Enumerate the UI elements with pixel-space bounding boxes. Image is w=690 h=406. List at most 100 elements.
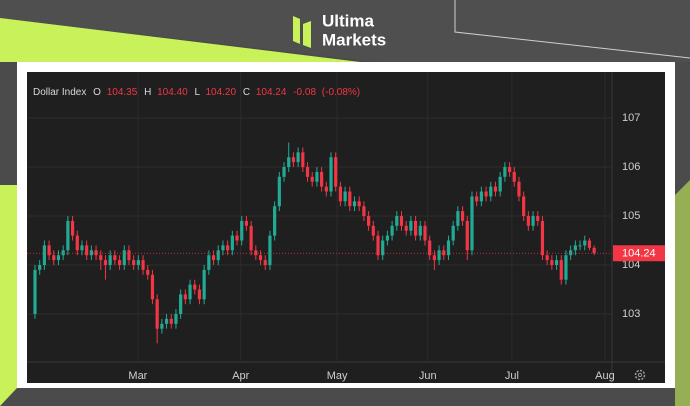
candle-body — [418, 225, 422, 236]
background-top — [0, 0, 690, 62]
gear-hub[interactable] — [637, 372, 643, 378]
candle-body — [108, 255, 112, 266]
candle-body — [554, 260, 559, 266]
candle-body — [381, 240, 385, 256]
candle-body — [564, 255, 568, 280]
candle-body — [160, 323, 164, 329]
settings-icon[interactable] — [634, 369, 646, 381]
candle-body — [371, 225, 375, 236]
candle-body — [226, 245, 230, 251]
candle-body — [569, 250, 573, 256]
candle-body — [545, 255, 549, 261]
plot: 103 104 105 106 107 Mar Apr May Jun Jul Aug 104.24 — [27, 72, 665, 382]
candle-body — [56, 255, 61, 261]
candle-body — [428, 240, 432, 256]
candle-body — [352, 201, 357, 207]
x-tick-label: Aug — [595, 370, 615, 382]
lime-side — [0, 185, 17, 406]
candle-body — [235, 235, 239, 241]
candle-body — [132, 260, 136, 266]
x-tick-label: Jul — [505, 370, 519, 382]
candle-body — [254, 250, 258, 256]
header-label: O — [93, 87, 101, 98]
candle-body — [207, 255, 211, 270]
candle-body — [479, 191, 483, 202]
candle-body — [99, 255, 103, 261]
last-price-label: 104.24 — [622, 248, 656, 260]
candle-body — [531, 216, 535, 226]
candle-body — [432, 255, 436, 261]
candle-body — [587, 240, 592, 248]
logo: Ultima Markets — [293, 11, 386, 49]
candle-body — [47, 245, 51, 256]
candle-body — [399, 216, 404, 226]
candle-body — [512, 171, 516, 182]
x-tick-label: May — [327, 370, 348, 382]
candle-body — [310, 176, 314, 182]
candle-body — [273, 206, 277, 236]
y-tick-label: 104 — [622, 259, 640, 271]
candle-body — [442, 250, 446, 256]
candle-body — [324, 186, 328, 192]
candle-body — [249, 225, 253, 251]
candle-body — [146, 269, 150, 275]
candle-body — [320, 171, 324, 187]
candle-body — [94, 250, 98, 256]
logo-mark — [293, 16, 300, 44]
x-tick-label: Mar — [128, 370, 147, 382]
candle-body — [348, 191, 352, 207]
candle-body — [329, 157, 333, 192]
candle-body — [456, 211, 460, 226]
candle-body — [174, 313, 178, 324]
gear[interactable] — [634, 369, 646, 381]
candle-body — [437, 250, 441, 261]
y-tick-label: 106 — [622, 161, 640, 173]
y-tick-label: 107 — [622, 112, 640, 124]
candle-body — [103, 260, 108, 266]
candle-body — [376, 235, 380, 256]
candle-body — [42, 245, 46, 266]
header-change-pct: (-0.08%) — [322, 87, 360, 98]
candle-body — [301, 152, 305, 168]
candle-body — [413, 220, 418, 236]
candle-body — [150, 274, 155, 300]
candle-body — [395, 216, 399, 226]
candle-body — [503, 167, 507, 177]
candle-body — [357, 201, 361, 207]
candle-body — [183, 294, 187, 300]
header-value: 104.40 — [157, 87, 188, 98]
candle-body — [334, 157, 338, 187]
candle-body — [517, 181, 521, 197]
logo-mark — [303, 21, 311, 48]
candle-body — [470, 196, 474, 251]
candle-body — [522, 196, 526, 217]
candle-body — [141, 260, 145, 270]
candle-body — [89, 250, 93, 256]
candle-body — [296, 152, 300, 163]
candle-body — [268, 235, 272, 266]
x-tick-label: Apr — [232, 370, 249, 382]
candle-body — [507, 167, 512, 172]
candle-body — [362, 206, 366, 217]
candle-body — [164, 318, 169, 324]
candle-body — [460, 211, 465, 221]
candle-body — [277, 176, 281, 207]
brand-name: Markets — [322, 30, 386, 49]
chart-title: Dollar Index — [33, 87, 86, 98]
candle-body — [367, 216, 371, 226]
y-tick-label: 103 — [622, 308, 640, 320]
header-value: 104.24 — [256, 87, 287, 98]
candle-body — [117, 260, 122, 266]
candle-body — [404, 225, 408, 231]
candle-body — [211, 255, 216, 261]
chart-panel — [27, 72, 665, 383]
header-value: 104.35 — [107, 87, 138, 98]
candle-body — [38, 265, 42, 270]
candle-body — [451, 225, 455, 241]
candle-body — [80, 245, 84, 251]
candle-body — [70, 220, 75, 236]
header-change: -0.08 — [293, 87, 316, 98]
candle-body — [305, 167, 310, 177]
candle-body — [136, 260, 140, 266]
candle-body — [66, 220, 70, 251]
